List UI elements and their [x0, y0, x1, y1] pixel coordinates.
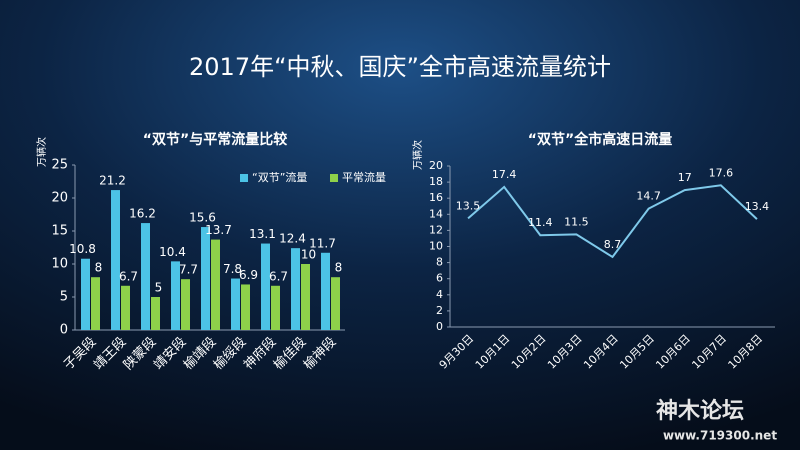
data-label: 15.6 — [189, 211, 216, 225]
data-label: 5 — [155, 281, 163, 295]
data-label: 10.4 — [159, 245, 186, 259]
data-label: 17.6 — [709, 166, 734, 179]
data-label: 10.8 — [69, 242, 96, 256]
bar — [301, 264, 310, 330]
data-label: 16.2 — [129, 207, 156, 221]
y-tick-label: 6 — [436, 272, 443, 285]
data-label: 8 — [95, 261, 103, 275]
bar — [241, 284, 250, 330]
bar — [321, 252, 330, 330]
bar — [121, 285, 130, 330]
y-tick-label: 20 — [51, 191, 68, 206]
data-label: 10 — [301, 248, 316, 262]
y-tick-label: 25 — [51, 158, 68, 173]
data-label: 11.5 — [564, 215, 589, 228]
data-label: 13.1 — [249, 227, 276, 241]
y-tick-label: 20 — [429, 159, 443, 172]
y-tick-label: 2 — [436, 304, 443, 317]
data-label: 21.2 — [99, 174, 126, 188]
data-label: 8 — [335, 261, 343, 275]
data-label: 7.8 — [223, 262, 242, 276]
legend-swatch — [330, 174, 338, 182]
bar — [331, 277, 340, 330]
chart-title: “双节”与平常流量比较 — [143, 131, 287, 148]
y-tick-label: 10 — [429, 240, 443, 253]
bar — [81, 258, 90, 330]
y-tick-label: 0 — [60, 323, 68, 338]
data-label: 14.7 — [636, 190, 661, 203]
bar — [171, 261, 180, 330]
bar — [271, 285, 280, 330]
y-tick-label: 5 — [60, 290, 68, 305]
data-label: 11.7 — [309, 236, 336, 250]
legend-swatch — [240, 174, 248, 182]
y-tick-label: 10 — [51, 257, 68, 272]
watermark-name: 神木论坛 — [656, 398, 744, 424]
bar — [141, 223, 150, 330]
data-label: 12.4 — [279, 232, 306, 246]
slide-title: 2017年“中秋、国庆”全市高速流量统计 — [189, 53, 611, 81]
data-label: 6.7 — [269, 269, 288, 283]
y-axis-label: 万辆次 — [35, 137, 48, 167]
data-label: 17.4 — [492, 168, 517, 181]
bar — [111, 190, 120, 330]
bar — [201, 227, 210, 330]
y-tick-label: 8 — [436, 256, 443, 269]
y-tick-label: 14 — [429, 207, 443, 220]
y-tick-label: 0 — [436, 320, 443, 333]
bar — [211, 239, 220, 330]
bar — [261, 243, 270, 330]
bar — [91, 277, 100, 330]
y-tick-label: 18 — [429, 175, 443, 188]
line — [467, 184, 758, 259]
data-label: 7.7 — [179, 263, 198, 277]
data-label: 11.4 — [528, 216, 553, 229]
y-tick-label: 16 — [429, 191, 443, 204]
bar — [151, 297, 160, 330]
data-label: 13.5 — [456, 199, 481, 212]
chart-title: “双节”全市高速日流量 — [528, 131, 672, 148]
y-axis-label: 万辆次 — [411, 140, 424, 170]
watermark-url: www.719300.net — [663, 429, 777, 443]
bar — [181, 279, 190, 330]
y-tick-label: 12 — [429, 223, 443, 236]
data-label: 8.7 — [604, 238, 622, 251]
data-label: 13.7 — [205, 223, 232, 237]
legend-label: 平常流量 — [342, 170, 386, 184]
bar — [231, 278, 240, 330]
data-label: 6.7 — [119, 269, 138, 283]
y-tick-label: 15 — [51, 224, 68, 239]
data-label: 13.4 — [745, 200, 770, 213]
legend-label: “双节”流量 — [252, 170, 307, 184]
y-tick-label: 4 — [436, 288, 443, 301]
data-label: 17 — [678, 171, 692, 184]
data-label: 6.9 — [239, 268, 258, 282]
bar — [291, 248, 300, 330]
